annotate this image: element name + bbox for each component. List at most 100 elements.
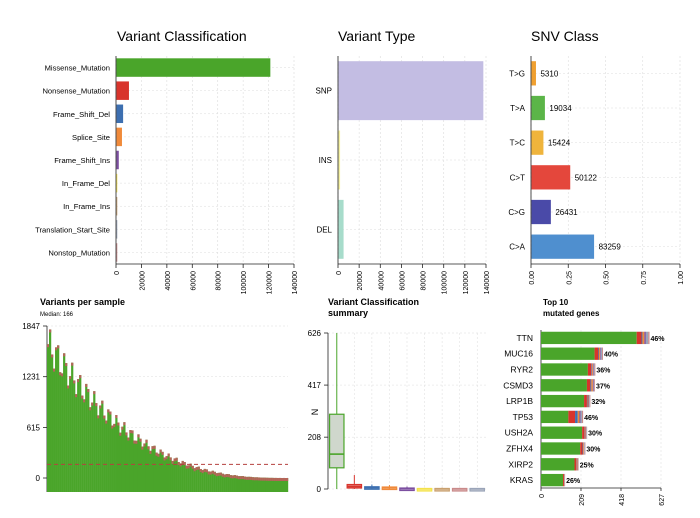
- category-label: Nonsense_Mutation: [42, 87, 110, 96]
- x-tick-label: 0: [336, 271, 343, 275]
- sample-bar: [75, 394, 78, 492]
- bar: [116, 127, 122, 147]
- bar-segment: [591, 363, 592, 376]
- sample-bar-top: [147, 446, 150, 450]
- x-tick-label: 0: [539, 494, 546, 498]
- sample-bar: [73, 380, 76, 492]
- gene-label: TTN: [516, 333, 533, 343]
- bar-segment: [584, 394, 587, 408]
- sample-bar: [165, 456, 168, 492]
- sample-bar: [85, 383, 88, 492]
- top-genes-title-line2: mutated genes: [543, 309, 600, 318]
- sample-bar-top: [75, 394, 78, 398]
- top-mutated-genes-panel: Top 10 mutated genes 0 209 418 627 TTN 46% MUC…: [503, 298, 666, 506]
- sample-bar-top: [101, 400, 104, 404]
- bar: [338, 61, 484, 121]
- bar-segment: [582, 442, 584, 455]
- sample-bar: [221, 473, 224, 492]
- sample-bar-top: [231, 475, 234, 479]
- sample-bar: [87, 389, 90, 492]
- bar-segment: [594, 347, 599, 360]
- sample-bar: [195, 467, 198, 492]
- sample-bar-top: [117, 422, 120, 426]
- sample-bar-top: [229, 475, 232, 479]
- sample-bar: [47, 344, 50, 492]
- sample-bar-top: [197, 466, 200, 470]
- category-label: Splice_Site: [72, 133, 110, 142]
- variants-per-sample-median: Median: 166: [40, 312, 74, 318]
- data-label: 83259: [599, 243, 622, 252]
- sample-bar-top: [283, 477, 287, 481]
- sample-bar-top: [129, 430, 132, 434]
- sample-bar-top: [47, 344, 50, 348]
- bar-segment: [586, 426, 587, 439]
- sample-bar: [107, 409, 110, 492]
- bar: [116, 196, 118, 216]
- sample-bar: [109, 411, 112, 492]
- sample-bar: [193, 468, 196, 492]
- sample-bar: [97, 415, 100, 492]
- sample-bar: [169, 457, 172, 492]
- bar-segment: [648, 331, 650, 345]
- sample-bar: [257, 477, 261, 492]
- bar-segment: [541, 473, 564, 487]
- sample-bar: [139, 438, 142, 492]
- sample-bar: [261, 477, 265, 492]
- sample-bar: [263, 477, 267, 492]
- sample-bar: [151, 446, 154, 492]
- bar-segment: [584, 442, 586, 455]
- sample-bar: [249, 476, 253, 492]
- x-tick-label: 120000: [463, 271, 470, 294]
- sample-bar-top: [249, 476, 253, 480]
- top-genes-title-line1: Top 10: [543, 298, 569, 307]
- bar-segment: [602, 347, 604, 360]
- sample-bar: [269, 477, 273, 492]
- bar-segment: [541, 347, 595, 360]
- category-label: T>G: [509, 69, 525, 78]
- percent-label: 46%: [651, 336, 666, 343]
- sample-bar-top: [209, 471, 212, 475]
- x-tick-label: 627: [659, 494, 666, 506]
- bar: [531, 234, 595, 259]
- bar-segment: [586, 379, 591, 392]
- sample-bar: [127, 437, 130, 492]
- sample-bar-top: [285, 478, 289, 481]
- variant-classification-title: Variant Classification: [117, 28, 247, 44]
- x-tick-label: 80000: [421, 271, 428, 291]
- sample-bar-top: [69, 376, 72, 380]
- sample-bar-top: [97, 415, 100, 419]
- sample-bar: [173, 458, 176, 492]
- x-tick-label: 60000: [190, 271, 197, 291]
- sample-bar-top: [153, 445, 156, 449]
- data-label: 15424: [548, 139, 571, 148]
- sample-bar-top: [245, 476, 249, 480]
- sample-bar-top: [111, 425, 114, 429]
- x-tick-label: 0: [114, 271, 121, 275]
- sample-bar-top: [235, 475, 238, 479]
- sample-bar: [189, 463, 192, 492]
- sample-bar-top: [89, 407, 92, 411]
- sample-bar: [233, 475, 236, 492]
- sample-bar: [179, 463, 182, 492]
- sample-bar: [199, 469, 202, 492]
- bar-segment: [541, 394, 585, 408]
- sample-bar-top: [149, 450, 152, 454]
- sample-bar-top: [95, 403, 98, 407]
- sample-bar-top: [93, 391, 96, 395]
- sample-bar: [93, 391, 96, 492]
- sample-bar: [255, 477, 259, 492]
- category-label: INS: [319, 156, 332, 165]
- sample-bar: [247, 476, 251, 492]
- gene-label: MUC16: [504, 349, 533, 359]
- sample-bar: [95, 403, 98, 492]
- sample-bar-top: [243, 476, 247, 480]
- bar-segment: [541, 410, 569, 424]
- sample-bar: [65, 363, 68, 492]
- sample-bar: [51, 354, 54, 492]
- x-tick-label: 20000: [357, 271, 364, 291]
- x-tick-label: 140000: [484, 271, 491, 294]
- bar-segment: [591, 379, 593, 392]
- sample-bar-top: [115, 415, 118, 419]
- sample-bar-top: [81, 395, 84, 399]
- sample-bar: [171, 460, 174, 492]
